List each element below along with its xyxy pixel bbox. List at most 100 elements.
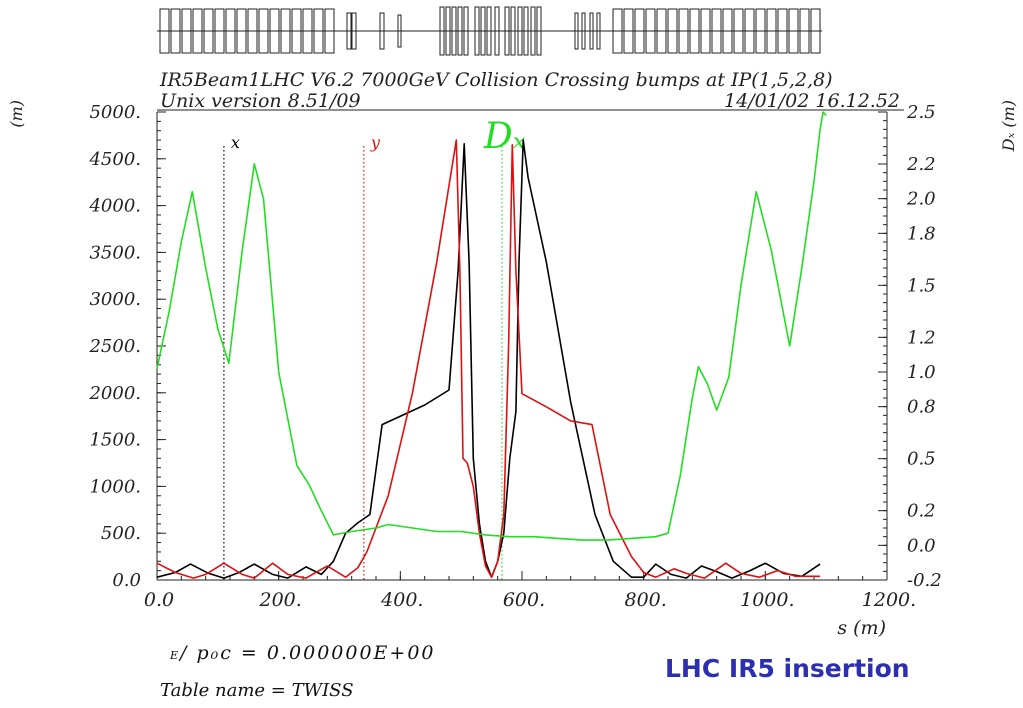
y-left-tick-label: 5000. bbox=[89, 102, 141, 123]
y-right-tick-label: 0.8 bbox=[907, 397, 936, 418]
lattice-element bbox=[523, 6, 529, 56]
lattice-element bbox=[744, 8, 755, 54]
data-series bbox=[156, 111, 827, 579]
plot-title: IR5Beam1LHC V6.2 7000GeV Collision Cross… bbox=[159, 69, 833, 91]
lattice-element bbox=[510, 6, 516, 56]
y-right-tick-label: 0.2 bbox=[907, 501, 936, 522]
lattice-element bbox=[623, 8, 634, 54]
lattice-element bbox=[181, 8, 192, 54]
y-axis-right-label: Dₓ (m) bbox=[999, 100, 1018, 152]
datetime-label: 14/01/02 16.12.52 bbox=[724, 90, 900, 112]
marker-label-1: y bbox=[370, 133, 381, 152]
y-left-tick-label: 1500. bbox=[89, 430, 141, 451]
marker-label-0: x bbox=[231, 133, 240, 152]
x-tick-label: 400. bbox=[380, 589, 423, 611]
lattice-element bbox=[439, 6, 445, 56]
lattice-element bbox=[530, 6, 536, 56]
lattice-element bbox=[302, 8, 313, 54]
y-left-tick-label: 4000. bbox=[88, 196, 141, 217]
x-tick-label: 600. bbox=[503, 589, 545, 611]
lattice-element bbox=[236, 8, 247, 54]
lattice-element bbox=[192, 8, 203, 54]
formula-text: / p₀c = 0.000000E+00 bbox=[180, 642, 436, 664]
lattice-element bbox=[225, 8, 236, 54]
lattice-element bbox=[247, 8, 258, 54]
lattice-element bbox=[536, 6, 542, 56]
x-tick-label: 200. bbox=[259, 589, 302, 611]
lattice-element bbox=[445, 6, 451, 56]
x-tick-label: 1000. bbox=[740, 589, 794, 611]
lattice-element bbox=[766, 8, 777, 54]
y-left-tick-label: 0.0 bbox=[112, 570, 141, 591]
x-axis-label: s (m) bbox=[837, 617, 886, 639]
lattice-element bbox=[689, 8, 700, 54]
y-left-tick-label: 3500. bbox=[89, 242, 141, 263]
lattice-element bbox=[788, 8, 799, 54]
lattice-element bbox=[351, 12, 357, 50]
insertion-label: LHC IR5 insertion bbox=[665, 654, 910, 683]
y-left-tick-label: 3000. bbox=[89, 289, 141, 310]
lattice-diagram bbox=[157, 6, 822, 56]
lattice-element bbox=[203, 8, 214, 54]
lattice-element bbox=[733, 8, 744, 54]
y-right-tick-label: 2.2 bbox=[906, 154, 936, 175]
y-right-tick-label: 2.5 bbox=[906, 102, 936, 123]
y-right-tick-label: -0.2 bbox=[907, 570, 942, 591]
y-right-tick-label: 0.0 bbox=[907, 535, 936, 556]
lattice-element bbox=[574, 12, 579, 50]
y-left-tick-label: 4500. bbox=[88, 149, 141, 170]
y-right-tick-label: 1.0 bbox=[907, 362, 936, 383]
lattice-element bbox=[612, 8, 623, 54]
marker-label-2: Dₓ bbox=[483, 116, 526, 157]
y-right-tick-label: 1.5 bbox=[907, 275, 936, 296]
lattice-element bbox=[346, 12, 352, 50]
lattice-element bbox=[457, 6, 463, 56]
lattice-element bbox=[722, 8, 733, 54]
lattice-element bbox=[397, 14, 402, 48]
table-name: Table name = TWISS bbox=[160, 680, 354, 701]
lattice-element bbox=[291, 8, 302, 54]
lattice-element bbox=[480, 6, 486, 56]
lattice-element bbox=[517, 6, 523, 56]
lattice-element bbox=[486, 6, 492, 56]
lattice-element bbox=[269, 8, 280, 54]
lattice-element bbox=[258, 8, 269, 54]
lattice-element bbox=[645, 8, 656, 54]
series-line-1 bbox=[156, 139, 821, 579]
lattice-element bbox=[799, 8, 810, 54]
y-right-tick-label: 0.5 bbox=[907, 449, 936, 470]
lattice-element bbox=[700, 8, 711, 54]
y-axis-left-label: (m) bbox=[7, 100, 26, 128]
lattice-element bbox=[324, 8, 335, 54]
y-right-tick-label: 1.8 bbox=[907, 223, 936, 244]
y-left-tick-label: 1000. bbox=[89, 476, 141, 497]
energy-spread-formula: E/ p₀c = 0.000000E+00 bbox=[170, 642, 436, 664]
lattice-element bbox=[589, 12, 594, 50]
lattice-element bbox=[810, 8, 821, 54]
lattice-element bbox=[656, 8, 667, 54]
lattice-element bbox=[159, 8, 170, 54]
lattice-element bbox=[474, 6, 480, 56]
lattice-element bbox=[711, 8, 722, 54]
formula-symbol: E bbox=[170, 649, 181, 662]
lattice-element bbox=[280, 8, 291, 54]
lattice-element bbox=[755, 8, 766, 54]
lattice-element bbox=[777, 8, 788, 54]
lattice-element bbox=[463, 6, 469, 56]
y-right-tick-label: 1.2 bbox=[907, 327, 936, 348]
lattice-element bbox=[504, 6, 510, 56]
version-label: Unix version 8.51/09 bbox=[160, 90, 361, 112]
axis-ticks: 0.0 200. 400. 600. 800. 1000. 1200. 0.0 500. 1000… bbox=[88, 102, 941, 611]
x-tick-label: 800. bbox=[625, 589, 667, 611]
series-line-0 bbox=[156, 139, 821, 579]
lattice-element bbox=[170, 8, 181, 54]
lattice-element bbox=[313, 8, 324, 54]
x-tick-label: 0.0 bbox=[144, 589, 174, 611]
lattice-element bbox=[634, 8, 645, 54]
y-left-tick-label: 2500. bbox=[88, 336, 141, 357]
lattice-element bbox=[451, 6, 457, 56]
lattice-element bbox=[214, 8, 225, 54]
x-tick-label: 1200. bbox=[862, 589, 916, 611]
lattice-element bbox=[667, 8, 678, 54]
